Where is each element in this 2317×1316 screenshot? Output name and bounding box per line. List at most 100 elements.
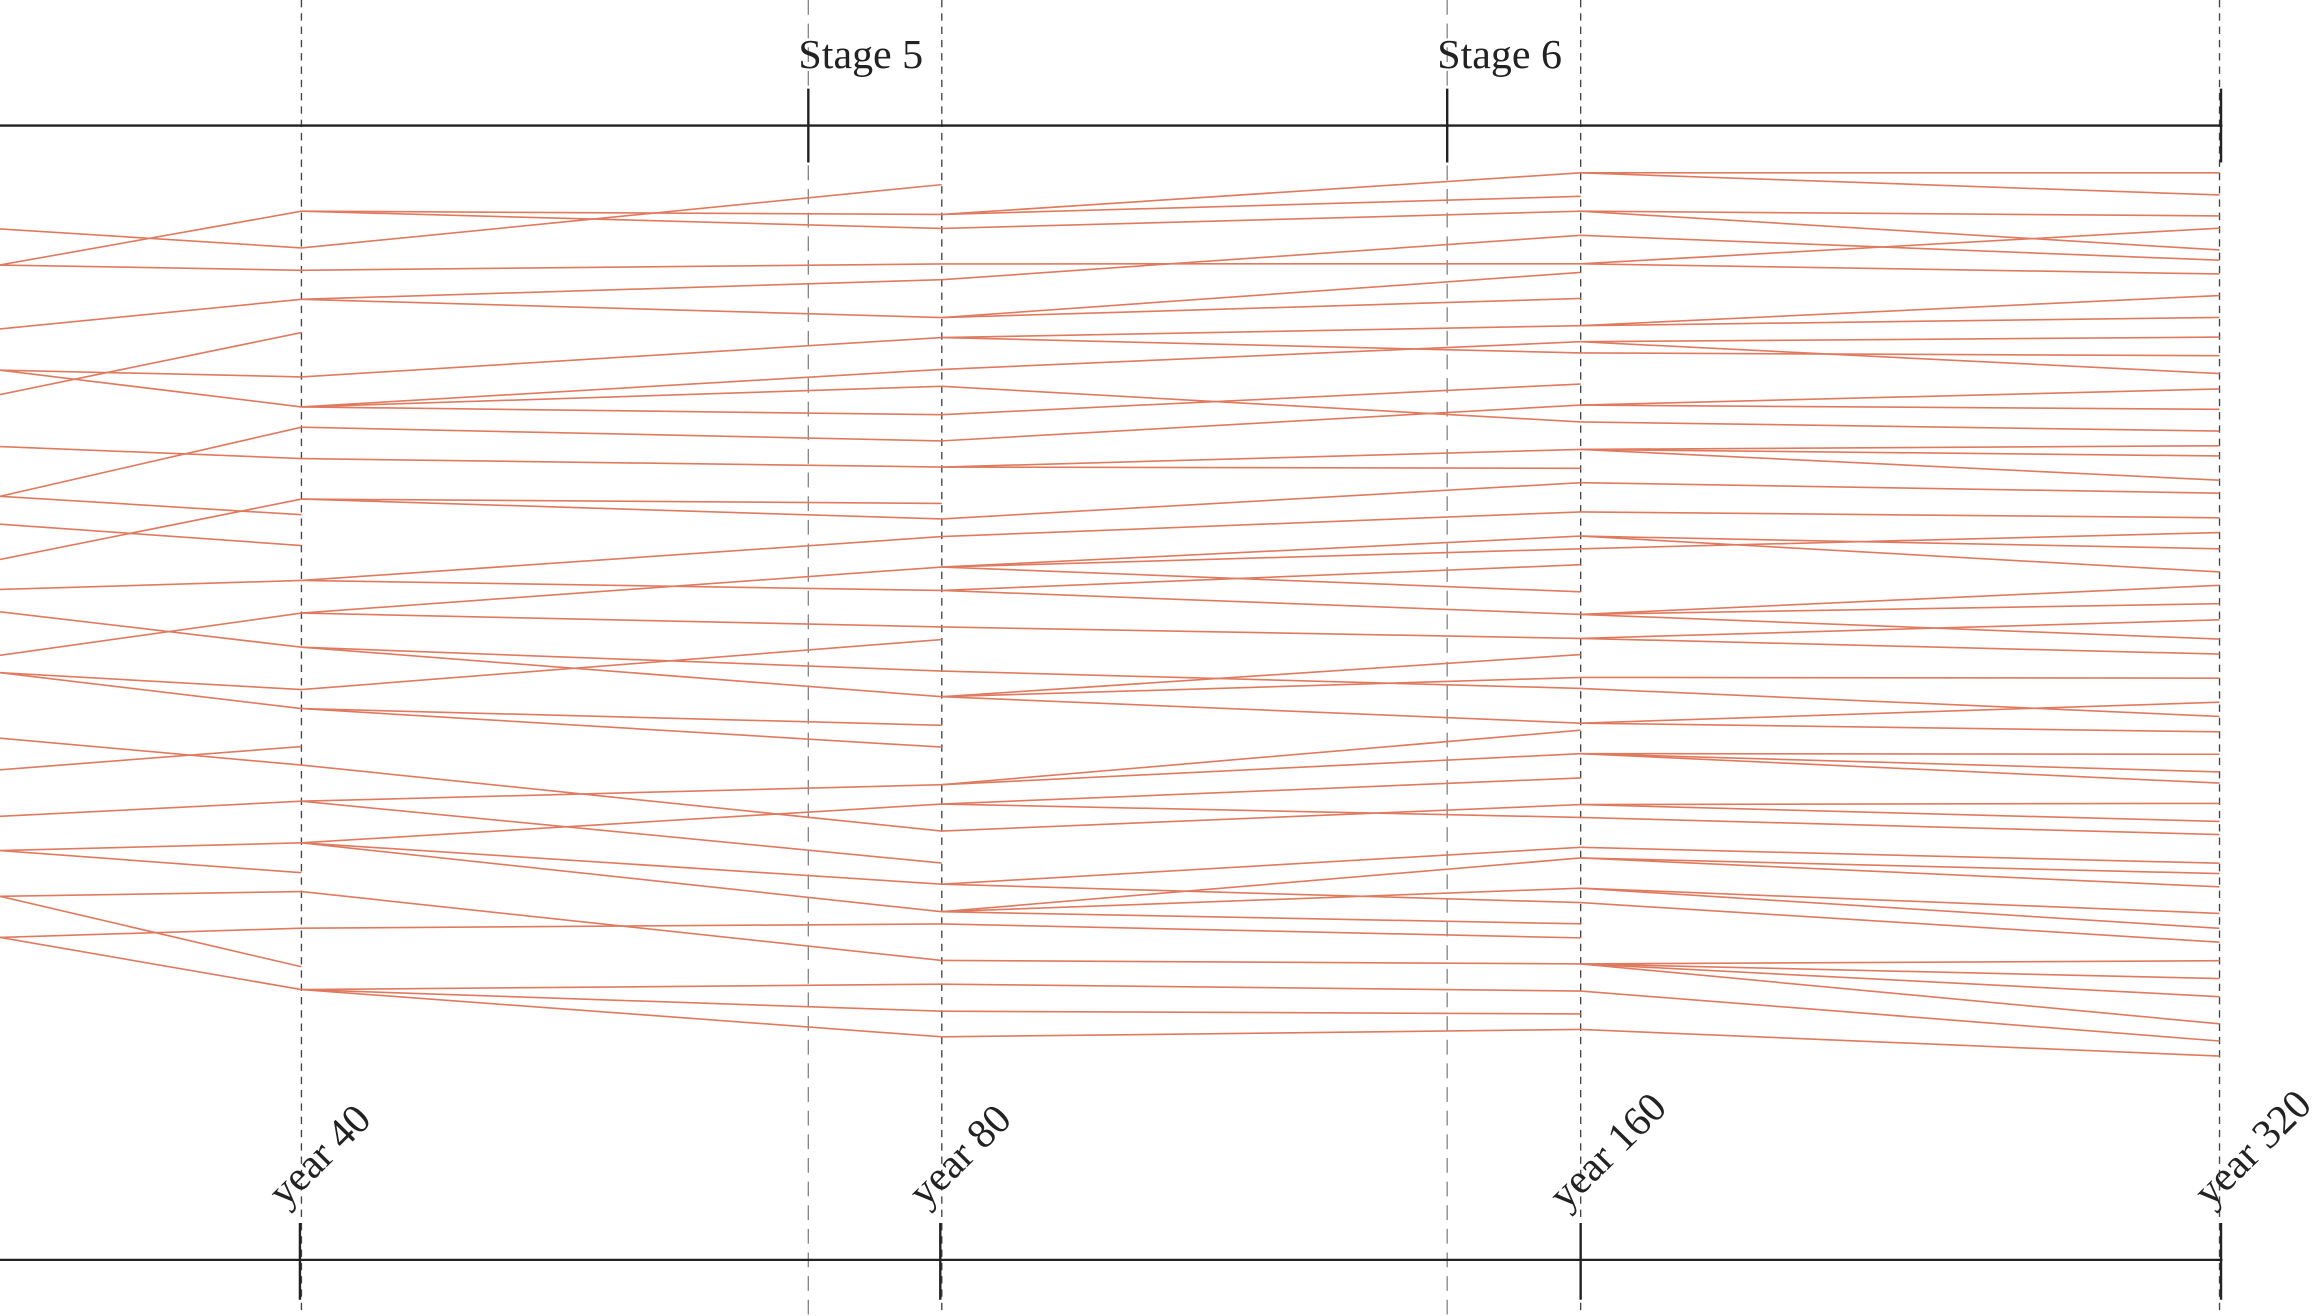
branch-line <box>0 890 302 898</box>
branch-line <box>941 887 1581 913</box>
branch-line <box>941 803 1581 819</box>
branch-line <box>0 800 302 818</box>
branch-line <box>1580 448 2220 457</box>
branch-line <box>1580 234 2220 262</box>
branch-line <box>1580 619 2220 640</box>
branch-line <box>1580 511 2220 519</box>
branch-line <box>1580 752 2220 773</box>
branch-line <box>941 1010 1581 1015</box>
branch-line <box>941 670 1581 690</box>
branch-line <box>0 445 302 460</box>
branch-line <box>941 883 1581 904</box>
branch-line <box>941 857 1581 913</box>
branch-line <box>0 331 302 396</box>
branch-line <box>301 298 942 319</box>
branch-line <box>1580 963 2220 998</box>
branch-line <box>1580 421 2220 432</box>
branch-line <box>941 448 1581 468</box>
branch-line <box>941 171 1581 216</box>
branch-line <box>301 566 942 614</box>
branch-line <box>1580 901 2220 944</box>
branch-line <box>0 298 302 330</box>
branch-line <box>941 777 1581 805</box>
branch-line <box>941 752 1581 786</box>
branch-line <box>1580 210 2220 217</box>
branch-line <box>1580 171 2220 196</box>
branch-line <box>1580 294 2220 327</box>
branch-line <box>941 695 1581 724</box>
branch-line <box>941 846 1581 885</box>
branch-line <box>1580 227 2220 265</box>
branch-line <box>941 1028 1581 1038</box>
branch-line <box>301 406 942 416</box>
branch-line <box>0 895 302 968</box>
branch-line <box>0 737 302 766</box>
stage-label: Stage 6 <box>1437 32 1562 78</box>
branch-line <box>941 566 1581 593</box>
branch-line <box>1580 262 2220 275</box>
branch-line <box>1580 676 2220 679</box>
branch-line <box>301 579 942 592</box>
branch-line <box>1580 340 2220 375</box>
branch-line <box>1580 990 2220 1042</box>
branch-line <box>941 589 1581 616</box>
branch-line <box>941 535 1581 568</box>
branch-line <box>301 535 942 582</box>
branch-line <box>301 783 942 803</box>
branch-line <box>941 626 1581 640</box>
branch-line <box>941 385 1581 423</box>
branch-line <box>301 336 942 378</box>
branch-line <box>1580 857 2220 888</box>
branch-line <box>301 890 942 962</box>
branch-line <box>941 383 1581 416</box>
branch-line <box>1580 701 2220 724</box>
branch-line <box>941 511 1581 538</box>
branch-line <box>941 983 1581 992</box>
branch-line <box>1580 1028 2220 1057</box>
branch-line <box>301 612 942 628</box>
branch-line <box>1580 857 2220 875</box>
branch-line <box>301 707 942 727</box>
branch-line <box>301 426 942 442</box>
branch-line <box>1580 388 2220 406</box>
branch-line <box>1580 802 2220 806</box>
branch-line <box>941 404 1581 442</box>
branch-line <box>1580 481 2220 495</box>
branch-line <box>301 646 942 698</box>
branch-line <box>0 927 302 939</box>
branch-line <box>301 368 942 408</box>
branch-line <box>301 988 942 1038</box>
branch-line <box>1580 846 2220 865</box>
branch-line <box>941 547 1581 568</box>
branch-line <box>941 234 1581 281</box>
branch-line <box>1580 887 2220 915</box>
branch-line <box>0 671 302 710</box>
branch-line <box>1580 336 2220 343</box>
branch-line <box>0 610 302 649</box>
branch-line <box>941 729 1581 786</box>
year-label: year 320 <box>2185 1081 2317 1215</box>
branch-line <box>301 983 942 991</box>
branch-line <box>1580 448 2220 482</box>
branch-line <box>1580 316 2220 327</box>
branch-line <box>941 910 1581 925</box>
branch-line <box>0 842 302 852</box>
branch-line <box>941 195 1581 216</box>
branch-line <box>941 210 1581 230</box>
branch-line <box>301 498 942 505</box>
year-label: year 80 <box>900 1096 1021 1215</box>
branch-line <box>0 498 302 561</box>
branch-line <box>941 923 1581 939</box>
branch-line <box>1580 887 2220 930</box>
branch-line <box>1580 752 2220 756</box>
branch-line <box>1580 722 2220 733</box>
branch-line <box>0 228 302 249</box>
branch-line <box>0 671 302 691</box>
branch-line <box>301 263 942 272</box>
branch-line <box>301 498 942 520</box>
branch-line <box>1580 404 2220 411</box>
branch-line <box>301 278 942 301</box>
branch-line <box>1580 444 2220 451</box>
branch-line <box>1580 531 2220 550</box>
